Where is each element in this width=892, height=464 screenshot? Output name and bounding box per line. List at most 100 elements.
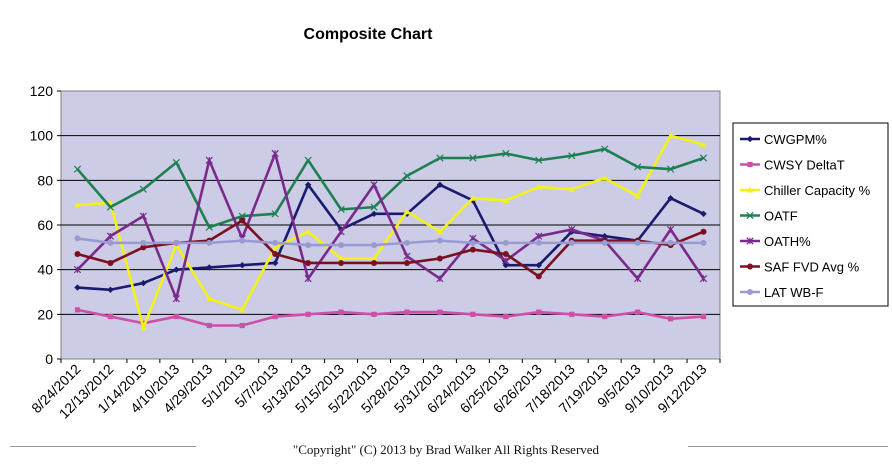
data-point	[535, 232, 543, 240]
data-point	[700, 210, 707, 218]
data-point	[74, 235, 81, 242]
data-point	[305, 259, 312, 266]
y-tick-label: 100	[30, 128, 54, 144]
data-point	[206, 264, 213, 271]
data-point	[568, 225, 576, 234]
data-point	[206, 322, 212, 329]
data-point	[370, 210, 378, 218]
data-point	[634, 274, 642, 283]
data-point	[304, 228, 312, 235]
data-point	[74, 201, 81, 208]
data-point	[568, 152, 576, 160]
data-point	[272, 313, 278, 320]
data-point	[404, 309, 410, 315]
data-point	[436, 255, 443, 262]
series-line	[77, 308, 704, 327]
series-cwsy-deltat	[74, 307, 707, 329]
data-point	[403, 239, 410, 246]
data-point	[140, 244, 147, 251]
data-point	[172, 295, 180, 303]
legend-marker	[747, 161, 753, 168]
legend-marker	[746, 237, 754, 245]
data-point	[469, 195, 477, 201]
series-line	[77, 237, 704, 247]
legend-marker	[746, 186, 754, 193]
data-point	[271, 259, 279, 267]
data-point	[206, 295, 213, 302]
legend-label: OATH%	[764, 234, 811, 249]
data-point	[106, 232, 115, 240]
data-point	[107, 259, 114, 266]
x-axis: 8/24/201212/13/20121/14/20134/10/20134/2…	[28, 359, 721, 422]
data-point	[271, 210, 279, 218]
data-point	[436, 237, 443, 244]
legend-marker	[747, 289, 753, 295]
data-point	[535, 156, 543, 164]
data-point	[436, 181, 444, 188]
data-point	[206, 239, 213, 246]
data-point	[699, 274, 708, 283]
data-point	[239, 306, 246, 313]
data-point	[106, 203, 115, 211]
y-tick-label: 60	[37, 217, 53, 233]
data-point	[666, 225, 675, 234]
data-point	[403, 208, 411, 215]
data-point	[370, 181, 378, 189]
data-point	[140, 324, 147, 331]
data-point	[502, 239, 509, 246]
data-point	[239, 237, 246, 244]
data-point	[502, 251, 509, 258]
data-point	[634, 163, 642, 171]
data-point	[304, 181, 312, 188]
data-point	[173, 239, 180, 246]
data-point	[568, 186, 575, 192]
data-point	[667, 316, 674, 322]
data-point	[569, 311, 575, 317]
data-point	[568, 239, 575, 246]
chart-title: Composite Chart	[304, 26, 434, 43]
data-point	[602, 313, 608, 320]
data-point	[502, 262, 510, 269]
data-point	[403, 172, 411, 180]
data-point	[139, 212, 147, 220]
data-point	[173, 313, 179, 320]
data-point	[667, 132, 674, 139]
data-point	[338, 309, 344, 315]
data-point	[239, 217, 246, 224]
data-point	[338, 259, 345, 266]
data-point	[337, 255, 345, 262]
data-point	[635, 309, 641, 315]
data-point	[699, 154, 708, 162]
data-point	[436, 274, 444, 283]
legend-label: CWSY DeltaT	[764, 158, 845, 173]
data-point	[436, 228, 444, 235]
series-line	[77, 134, 704, 330]
data-point	[371, 259, 378, 266]
data-point	[272, 251, 279, 258]
data-point	[337, 205, 345, 213]
data-point	[469, 154, 477, 162]
legend-label: SAF FVD Avg %	[764, 260, 860, 275]
data-point	[140, 279, 147, 287]
data-point	[73, 165, 82, 173]
data-point	[403, 259, 410, 266]
data-point	[667, 239, 674, 246]
data-point	[305, 311, 311, 317]
data-point	[304, 156, 312, 164]
data-point	[535, 262, 542, 269]
data-point	[205, 156, 213, 164]
y-tick-label: 20	[37, 306, 53, 322]
data-point	[173, 266, 180, 273]
series-line	[76, 152, 705, 301]
series-lines	[73, 132, 708, 331]
series-line	[76, 147, 704, 229]
data-point	[337, 228, 345, 236]
legend-marker	[746, 211, 754, 220]
data-point	[140, 239, 147, 246]
data-point	[502, 257, 510, 265]
data-point	[239, 322, 245, 329]
legend-marker	[746, 135, 754, 143]
composite-line-chart: Composite Chart 0 20 40 60 80 100 120 8/24/201…	[28, 26, 889, 422]
data-point	[535, 183, 542, 190]
data-point	[370, 203, 378, 211]
